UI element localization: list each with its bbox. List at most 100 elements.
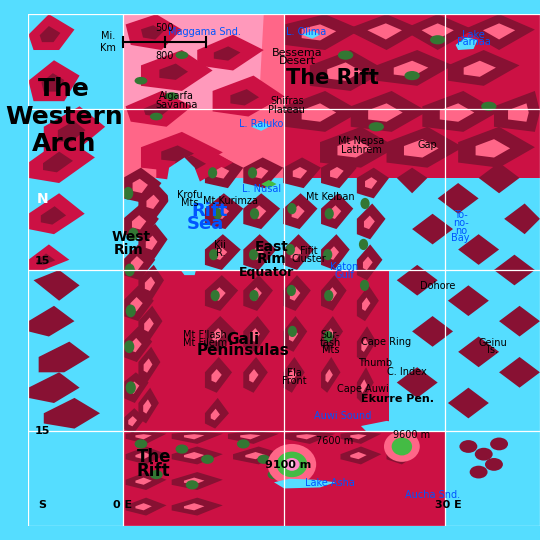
Text: Dohore: Dohore bbox=[420, 281, 455, 292]
Ellipse shape bbox=[360, 280, 369, 291]
Polygon shape bbox=[302, 31, 320, 39]
Polygon shape bbox=[176, 156, 206, 172]
Polygon shape bbox=[44, 398, 100, 429]
Polygon shape bbox=[144, 359, 152, 373]
Ellipse shape bbox=[201, 455, 214, 464]
Polygon shape bbox=[364, 215, 375, 229]
Polygon shape bbox=[244, 316, 270, 352]
Polygon shape bbox=[132, 215, 146, 230]
Polygon shape bbox=[251, 246, 264, 260]
Polygon shape bbox=[341, 447, 381, 464]
Polygon shape bbox=[448, 285, 489, 316]
Ellipse shape bbox=[359, 239, 368, 250]
Polygon shape bbox=[156, 142, 233, 183]
Polygon shape bbox=[321, 158, 357, 188]
Text: Desert: Desert bbox=[279, 56, 315, 66]
Polygon shape bbox=[172, 472, 223, 490]
Polygon shape bbox=[205, 357, 232, 393]
Polygon shape bbox=[293, 167, 307, 179]
Polygon shape bbox=[231, 89, 259, 105]
Ellipse shape bbox=[288, 326, 297, 337]
Ellipse shape bbox=[176, 444, 188, 454]
Polygon shape bbox=[197, 35, 264, 71]
Ellipse shape bbox=[286, 244, 295, 255]
Polygon shape bbox=[483, 23, 515, 39]
Polygon shape bbox=[284, 14, 540, 178]
Text: Algarfa: Algarfa bbox=[159, 91, 194, 101]
Ellipse shape bbox=[150, 113, 163, 120]
Text: Krofu: Krofu bbox=[177, 190, 202, 200]
Polygon shape bbox=[129, 382, 139, 394]
Text: Maggama Snd.: Maggama Snd. bbox=[168, 26, 241, 37]
Ellipse shape bbox=[430, 35, 446, 44]
Polygon shape bbox=[283, 357, 305, 393]
Polygon shape bbox=[302, 103, 336, 122]
Polygon shape bbox=[376, 50, 453, 86]
Text: Front: Front bbox=[282, 376, 307, 386]
Ellipse shape bbox=[289, 462, 295, 467]
Polygon shape bbox=[290, 287, 300, 301]
Text: 800: 800 bbox=[156, 51, 174, 61]
Polygon shape bbox=[387, 447, 417, 464]
Text: Mi.: Mi. bbox=[101, 31, 116, 40]
Polygon shape bbox=[357, 204, 386, 239]
Text: Savanna: Savanna bbox=[156, 100, 198, 110]
Polygon shape bbox=[321, 275, 347, 311]
Polygon shape bbox=[145, 276, 155, 291]
Ellipse shape bbox=[248, 167, 257, 178]
Ellipse shape bbox=[249, 290, 259, 301]
Polygon shape bbox=[29, 60, 79, 101]
Polygon shape bbox=[292, 205, 305, 219]
Text: 9600 m: 9600 m bbox=[393, 430, 430, 440]
Text: Ekurre Pen.: Ekurre Pen. bbox=[361, 394, 434, 404]
Polygon shape bbox=[397, 367, 438, 398]
Text: Is.: Is. bbox=[488, 345, 498, 355]
Bar bbox=[29, 14, 123, 270]
Polygon shape bbox=[126, 472, 166, 490]
Text: 500: 500 bbox=[156, 23, 174, 32]
Text: Fifit: Fifit bbox=[300, 246, 318, 255]
Polygon shape bbox=[326, 369, 333, 383]
Text: 0 E: 0 E bbox=[113, 501, 133, 510]
Polygon shape bbox=[478, 163, 519, 193]
Polygon shape bbox=[138, 265, 164, 301]
Text: The Rift: The Rift bbox=[286, 68, 379, 88]
Polygon shape bbox=[126, 431, 166, 444]
Polygon shape bbox=[138, 183, 171, 219]
Text: Lake: Lake bbox=[462, 30, 485, 39]
Polygon shape bbox=[458, 127, 535, 168]
Text: Rim: Rim bbox=[256, 252, 286, 266]
Ellipse shape bbox=[134, 77, 147, 85]
Polygon shape bbox=[365, 177, 377, 189]
Polygon shape bbox=[499, 357, 540, 388]
Polygon shape bbox=[368, 103, 403, 122]
Polygon shape bbox=[250, 328, 260, 342]
Ellipse shape bbox=[125, 264, 135, 276]
Text: Lathrem: Lathrem bbox=[341, 145, 381, 155]
Text: N: N bbox=[36, 192, 48, 206]
Polygon shape bbox=[357, 326, 376, 362]
Ellipse shape bbox=[123, 187, 133, 200]
Text: Rift: Rift bbox=[137, 462, 171, 480]
Polygon shape bbox=[244, 158, 283, 188]
Ellipse shape bbox=[338, 51, 353, 60]
Polygon shape bbox=[284, 14, 361, 50]
Polygon shape bbox=[458, 336, 499, 367]
Text: Lake Asha: Lake Asha bbox=[305, 478, 355, 488]
Polygon shape bbox=[205, 398, 229, 429]
Polygon shape bbox=[184, 477, 205, 485]
Polygon shape bbox=[138, 224, 167, 260]
Polygon shape bbox=[422, 23, 454, 39]
Polygon shape bbox=[141, 50, 213, 91]
Text: 15: 15 bbox=[35, 256, 50, 266]
Ellipse shape bbox=[475, 448, 492, 461]
Polygon shape bbox=[131, 256, 144, 271]
Polygon shape bbox=[361, 339, 369, 352]
Polygon shape bbox=[172, 447, 223, 464]
Ellipse shape bbox=[481, 102, 496, 111]
Polygon shape bbox=[476, 139, 510, 158]
Polygon shape bbox=[205, 193, 244, 229]
Ellipse shape bbox=[237, 440, 249, 449]
Polygon shape bbox=[228, 431, 279, 444]
Text: West: West bbox=[111, 230, 150, 244]
